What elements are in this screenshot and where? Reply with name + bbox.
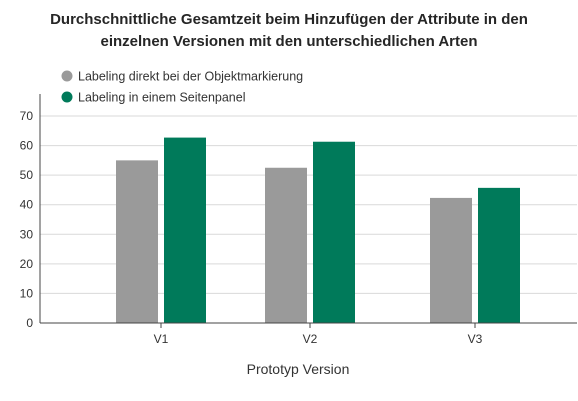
y-tick-label: 70: [20, 109, 34, 123]
y-tick-label: 50: [20, 168, 34, 182]
bar-v1-series-1: [116, 160, 158, 323]
bar-v1-series-2: [164, 137, 206, 323]
bar-v2-series-2: [313, 141, 355, 323]
x-tick-label: V3: [468, 332, 483, 346]
legend-label-series-2: Labeling in einem Seitenpanel: [78, 91, 246, 105]
bar-v2-series-1: [265, 167, 307, 323]
y-tick-label: 60: [20, 139, 34, 153]
chart-title-line-2: einzelnen Versionen mit den unterschiedl…: [100, 33, 477, 50]
y-tick-label: 40: [20, 198, 34, 212]
legend-marker-series-2: [61, 91, 73, 103]
x-tick-label: V1: [154, 332, 169, 346]
x-axis-label: Prototyp Version: [247, 361, 350, 377]
legend-marker-series-1: [61, 70, 73, 82]
chart-title-line-1: Durchschnittliche Gesamtzeit beim Hinzuf…: [50, 11, 528, 28]
y-tick-label: 30: [20, 227, 34, 241]
y-axis-ticks: 0 10 20 30 40 50 60 70: [20, 109, 34, 330]
bar-v3-series-2: [478, 187, 520, 323]
y-tick-label: 20: [20, 257, 34, 271]
y-tick-label: 10: [20, 286, 34, 300]
legend-label-series-1: Labeling direkt bei der Objektmarkierung: [78, 70, 303, 84]
legend: Labeling direkt bei der Objektmarkierung…: [61, 70, 303, 105]
x-tick-label: V2: [303, 332, 318, 346]
bars: [116, 137, 520, 323]
bar-v3-series-1: [430, 197, 472, 323]
x-axis-ticks: V1 V2 V3: [154, 323, 483, 346]
y-tick-label: 0: [26, 316, 33, 330]
